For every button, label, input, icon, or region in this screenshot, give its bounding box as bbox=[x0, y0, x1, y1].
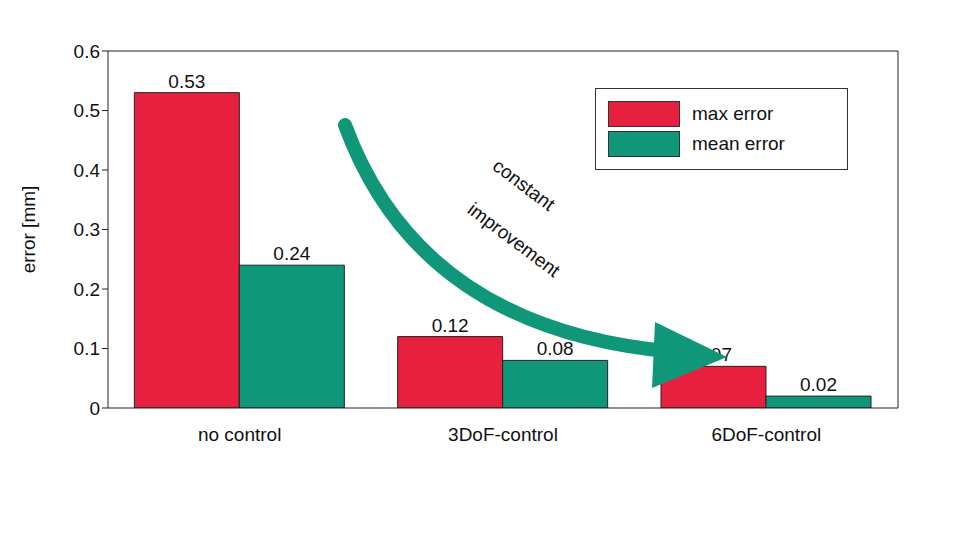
svg-text:0.2: 0.2 bbox=[74, 279, 100, 300]
svg-text:0.08: 0.08 bbox=[537, 338, 574, 359]
svg-text:0.24: 0.24 bbox=[273, 243, 310, 264]
svg-text:6DoF-control: 6DoF-control bbox=[711, 424, 821, 445]
svg-text:0: 0 bbox=[89, 398, 100, 419]
svg-text:0.1: 0.1 bbox=[74, 338, 100, 359]
svg-text:3DoF-control: 3DoF-control bbox=[448, 424, 558, 445]
svg-text:0.4: 0.4 bbox=[74, 160, 101, 181]
svg-text:0.02: 0.02 bbox=[800, 374, 837, 395]
svg-text:0.12: 0.12 bbox=[432, 315, 469, 336]
html-text:max error: max error bbox=[692, 103, 774, 124]
svg-text:0.6: 0.6 bbox=[74, 41, 100, 62]
svg-text:improvement: improvement bbox=[464, 198, 565, 281]
svg-text:0.5: 0.5 bbox=[74, 100, 100, 121]
svg-text:0.07: 0.07 bbox=[695, 344, 732, 365]
svg-text:no control: no control bbox=[198, 424, 281, 445]
svg-text:constant: constant bbox=[489, 155, 560, 215]
svg-text:0.53: 0.53 bbox=[168, 71, 205, 92]
html-text:mean error: mean error bbox=[692, 133, 785, 154]
svg-text:error [mm]: error [mm] bbox=[18, 186, 39, 274]
svg-text:0.3: 0.3 bbox=[74, 219, 100, 240]
